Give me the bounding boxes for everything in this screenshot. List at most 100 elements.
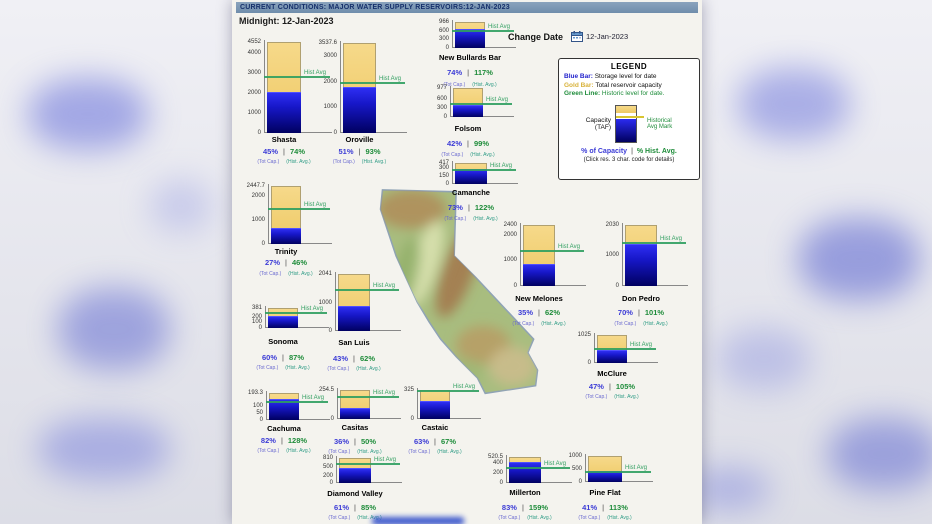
pct-separator: |: [354, 503, 356, 512]
reservoir-name-link[interactable]: Diamond Valley: [327, 489, 383, 498]
reservoir-chart-cachuma: Hist Avg 193.3 100 50 0 Cachuma 82% | 128% (T…: [248, 390, 332, 454]
capacity-bar: [523, 225, 555, 286]
reservoir-chart-mcclure: Hist Avg 1025 0 McClure 47% | 105% (Tot Cap…: [578, 332, 660, 400]
legend-mini-blue: [616, 118, 637, 142]
reservoir-name-link[interactable]: Sonoma: [268, 337, 298, 346]
hist-avg-label: Hist Avg: [379, 75, 401, 82]
reservoir-name-link[interactable]: McClure: [597, 369, 627, 378]
pct-of-capacity: 63%: [414, 437, 430, 446]
reservoir-percentages: 60% | 87%: [262, 353, 304, 362]
pct-of-capacity: 47%: [588, 382, 604, 391]
reservoir-chart-pine-flat: Hist Avg 1000 500 0 Pine Flat 41% | 113% (To…: [569, 453, 655, 521]
axis-tick-label: 150: [438, 172, 449, 179]
capacity-bar: [453, 88, 483, 117]
reservoir-name-link[interactable]: Camanche: [452, 188, 490, 197]
pct-separator: |: [285, 258, 287, 267]
change-date-value[interactable]: 12-Jan-2023: [586, 32, 629, 41]
capacity-bar: [268, 308, 298, 328]
pct-of-capacity: 41%: [582, 503, 598, 512]
axis-tick-label: 0: [259, 416, 263, 423]
hist-avg-footnote: (Hist. Avg.): [288, 271, 313, 277]
reservoir-name-link[interactable]: New Bullards Bar: [438, 53, 502, 62]
reservoir-name-link[interactable]: Casitas: [341, 423, 369, 432]
axis-tick-label: 500: [322, 464, 333, 471]
y-axis: [520, 223, 521, 286]
tot-cap-footnote: (Tot Cap.): [257, 448, 280, 454]
y-axis: [264, 40, 265, 133]
hist-avg-footnote: (Hist. Avg.): [473, 216, 498, 222]
hist-avg-label: Hist Avg: [544, 461, 566, 468]
tot-cap-footnote: (Tot Cap.): [257, 159, 280, 165]
axis-tick-label: 1000: [568, 452, 582, 459]
reservoir-footnotes: (Tot Cap.) (Hist. Avg.): [257, 159, 310, 165]
change-date-label: Change Date: [508, 31, 564, 42]
pct-separator: |: [637, 308, 640, 317]
axis-tick-label: 1000: [503, 257, 517, 264]
reservoir-footnotes: (Tot Cap.) (Hist. Avg.): [333, 159, 386, 165]
tot-cap-footnote: (Tot Cap.): [512, 321, 535, 327]
reservoir-chart-new-melones: Hist Avg 2400 2000 1000 0 New Melones 35% | 6…: [504, 222, 588, 327]
pct-of-capacity: 60%: [262, 353, 278, 362]
reservoir-percentages: 61% | 85%: [334, 503, 376, 512]
pct-separator: |: [521, 503, 524, 512]
reservoir-name-link[interactable]: New Melones: [515, 294, 563, 303]
pct-of-capacity: 70%: [617, 308, 633, 317]
hist-avg-footnote: (Hist. Avg.): [286, 159, 311, 165]
axis-tick-label: 0: [499, 479, 503, 486]
reservoir-footnotes: (Tot Cap.) (Hist. Avg.): [327, 366, 380, 372]
calendar-icon[interactable]: [571, 31, 584, 42]
reservoir-name-link[interactable]: San Luis: [338, 338, 370, 347]
reservoir-chart-folsom: Hist Avg 977 600 300 0 Folsom 42% | 99% (Tot …: [437, 85, 516, 158]
page-title: CURRENT CONDITIONS: MAJOR WATER SUPPLY R…: [236, 2, 698, 13]
storage-bar: [339, 467, 371, 483]
reservoir-name-link[interactable]: Cachuma: [267, 424, 301, 433]
reservoir-plot: Hist Avg 325 0: [404, 384, 483, 422]
pct-of-hist-avg: 67%: [440, 437, 456, 446]
storage-bar: [420, 401, 450, 419]
reservoir-name-link[interactable]: Don Pedro: [622, 294, 660, 303]
reservoir-name-link[interactable]: Trinity: [274, 247, 298, 256]
y-axis: [337, 388, 338, 419]
hist-avg-label: Hist Avg: [301, 306, 323, 313]
hist-avg-footnote: (Hist. Avg.): [607, 515, 632, 521]
hist-avg-label: Hist Avg: [453, 383, 475, 390]
axis-tick-label: 50: [256, 409, 263, 416]
pct-separator: |: [602, 503, 605, 512]
reservoir-plot: Hist Avg 966 600 300 0: [439, 19, 518, 51]
hist-avg-footnote: (Hist. Avg.): [527, 515, 552, 521]
reservoir-footnotes: (Tot Cap.) (Hist. Avg.): [441, 152, 494, 158]
hist-avg-label: Hist Avg: [488, 23, 510, 30]
axis-tick-label: 300: [438, 165, 449, 172]
reservoir-name-link[interactable]: Folsom: [454, 124, 482, 133]
tot-cap-footnote: (Tot Cap.): [259, 271, 282, 277]
axis-tick-label: 3000: [323, 53, 337, 60]
reservoir-name-link[interactable]: Shasta: [271, 135, 297, 144]
reservoir-name-link[interactable]: Castaic: [421, 423, 449, 432]
axis-tick-label: 0: [261, 240, 265, 247]
axis-tick-label: 600: [436, 95, 447, 102]
capacity-bar: [588, 456, 622, 482]
reservoir-name-link[interactable]: Pine Flat: [589, 488, 621, 497]
backdrop-blob: [828, 418, 932, 490]
pct-of-capacity: 82%: [260, 436, 276, 445]
hist-avg-label: Hist Avg: [630, 342, 652, 349]
hist-avg-footnote: (Hist. Avg.): [285, 365, 310, 371]
tot-cap-footnote: (Tot Cap.): [498, 515, 521, 521]
pct-of-capacity: 43%: [333, 354, 349, 363]
backdrop-blob: [798, 218, 920, 300]
reservoir-name-link[interactable]: Oroville: [345, 135, 374, 144]
pct-of-hist-avg: 117%: [474, 68, 493, 77]
pct-of-capacity: 51%: [338, 147, 354, 156]
reservoir-name-link[interactable]: Millerton: [509, 488, 541, 497]
pct-of-hist-avg: 122%: [474, 203, 495, 212]
hist-avg-line: Hist Avg: [268, 202, 330, 210]
pct-of-hist-avg: 62%: [359, 354, 375, 363]
tot-cap-footnote: (Tot Cap.): [443, 82, 466, 88]
axis-tick-label: 193.3: [247, 389, 263, 396]
hist-avg-line: Hist Avg: [452, 163, 516, 172]
reservoir-plot: Hist Avg 810 500 200 0: [323, 455, 404, 486]
hist-avg-line: Hist Avg: [622, 236, 686, 244]
legend-hist-avg-label: Historical Avg Mark: [647, 117, 673, 130]
pct-of-capacity: 73%: [447, 203, 463, 212]
hist-avg-footnote: (Hist. Avg.): [643, 321, 668, 327]
